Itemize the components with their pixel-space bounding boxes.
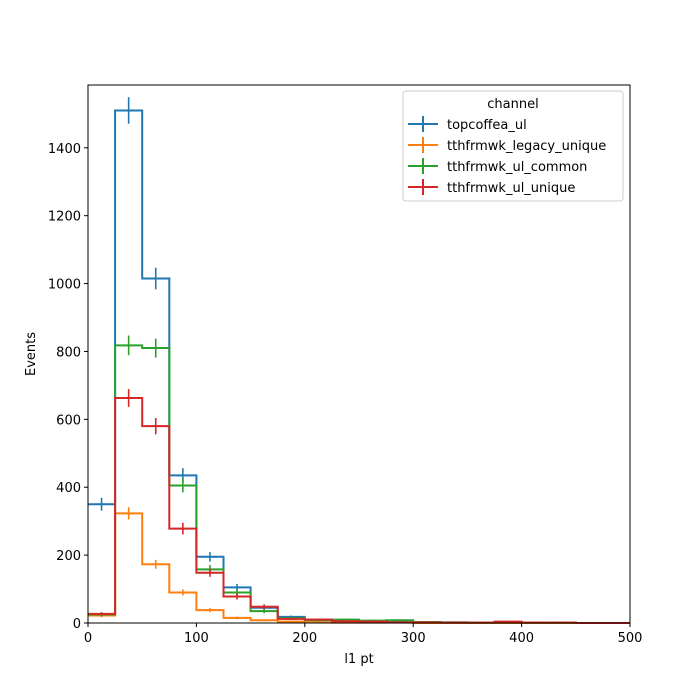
error-bar	[338, 620, 353, 623]
legend-title: channel	[487, 97, 538, 112]
error-bar	[121, 507, 136, 520]
x-axis-label: l1 pt	[344, 652, 373, 667]
error-bar	[148, 559, 163, 569]
error-bar	[148, 338, 163, 358]
error-bar	[365, 620, 380, 623]
error-bar	[230, 616, 244, 620]
error-bar	[148, 267, 163, 290]
x-tick-label: 0	[84, 631, 92, 646]
error-bar	[176, 522, 190, 535]
error-bar	[121, 97, 136, 124]
axes-frame	[87, 84, 631, 624]
legend-label: tthfrmwk_legacy_unique	[447, 139, 606, 154]
error-bar	[94, 497, 109, 511]
x-tick-label: 300	[401, 631, 426, 646]
x-axis: 0 100 200 300 400 500	[84, 623, 643, 646]
y-tick-label: 1200	[48, 210, 81, 225]
error-bar	[501, 620, 515, 623]
legend-label: tthfrmwk_ul_common	[447, 160, 587, 175]
legend-item: topcoffea_ul	[408, 116, 527, 133]
error-bar	[121, 335, 136, 356]
series-step-line	[88, 396, 630, 624]
error-bar	[203, 608, 217, 613]
error-bar	[284, 620, 299, 623]
legend-item: tthfrmwk_ul_unique	[408, 179, 575, 196]
legend-box	[402, 90, 624, 202]
x-tick-label: 400	[509, 631, 534, 646]
error-bar	[230, 593, 244, 600]
error-bar	[94, 612, 109, 616]
error-bar	[257, 604, 271, 610]
x-tick-label: 200	[292, 631, 317, 646]
y-tick-label: 1400	[48, 142, 81, 157]
error-bar	[257, 609, 271, 614]
legend-item: tthfrmwk_ul_common	[408, 158, 587, 175]
y-axis: 0 200 400 600 800 1000 1200 1400	[48, 142, 88, 632]
x-tick-label: 100	[184, 631, 209, 646]
error-bar	[338, 618, 353, 621]
y-tick-label: 200	[56, 549, 81, 564]
legend-label: topcoffea_ul	[447, 118, 527, 133]
legend-label: tthfrmwk_ul_unique	[447, 181, 575, 196]
error-bar	[203, 552, 217, 562]
error-bar	[392, 619, 407, 622]
error-bar	[121, 389, 136, 407]
y-tick-label: 600	[56, 413, 81, 428]
legend-item: tthfrmwk_legacy_unique	[408, 137, 606, 154]
legend: channel topcoffea_ul tthfrmwk_legacy_uniq…	[402, 90, 624, 202]
error-bar	[203, 568, 217, 577]
y-tick-label: 1000	[48, 278, 81, 293]
y-tick-label: 800	[56, 345, 81, 360]
error-bar	[148, 417, 163, 435]
error-bar	[176, 478, 190, 493]
y-tick-label: 0	[73, 617, 81, 632]
error-bar	[176, 589, 190, 596]
error-bar	[257, 619, 271, 622]
y-tick-label: 400	[56, 481, 81, 496]
error-bar	[284, 617, 299, 620]
y-axis-label: Events	[24, 332, 39, 376]
error-bar	[311, 618, 326, 621]
x-tick-label: 500	[618, 631, 643, 646]
